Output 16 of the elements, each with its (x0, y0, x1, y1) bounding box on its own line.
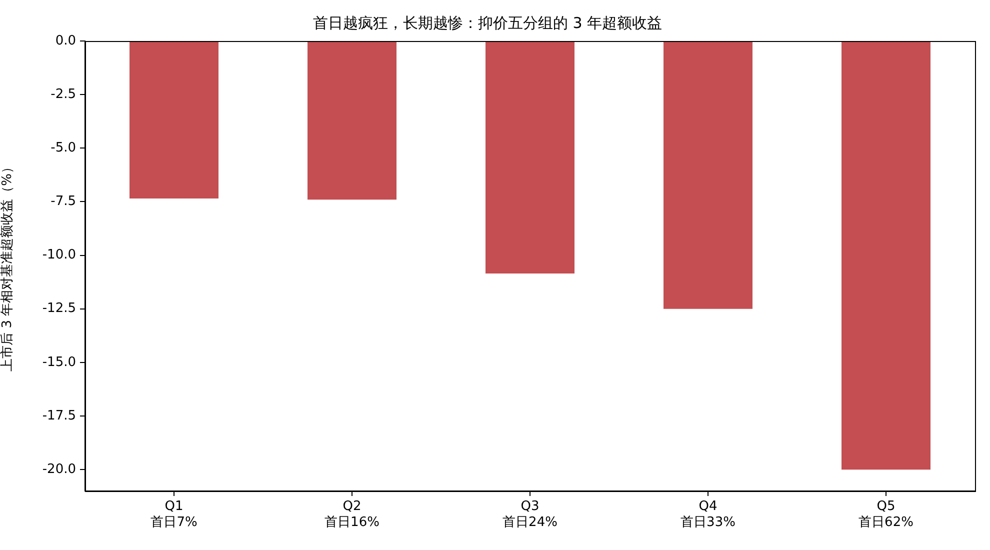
x-tick-label: Q1 首日7% (150, 499, 198, 530)
y-tick-label: -15.0 (42, 354, 76, 370)
y-tick-label: -12.5 (42, 301, 76, 316)
x-tick-label: Q5 首日62% (858, 499, 914, 530)
y-tick-label: -5.0 (50, 140, 76, 156)
x-tick-label: Q3 首日24% (502, 499, 558, 530)
y-tick-label: -10.0 (42, 248, 76, 263)
y-tick-label: 0.0 (55, 33, 76, 48)
y-axis-title: 上市后 3 年相对基准超额收益（%） (0, 160, 16, 372)
y-tick-label: -17.5 (42, 408, 76, 424)
y-tick-label: -20.0 (42, 462, 76, 477)
chart-title: 首日越疯狂，长期越惨：抑价五分组的 3 年超额收益 (312, 14, 662, 32)
y-tick-label: -2.5 (50, 86, 76, 102)
x-tick-label: Q4 首日33% (680, 499, 736, 530)
x-tick-label: Q2 首日16% (324, 499, 380, 530)
y-tick-label: -7.5 (50, 194, 76, 210)
